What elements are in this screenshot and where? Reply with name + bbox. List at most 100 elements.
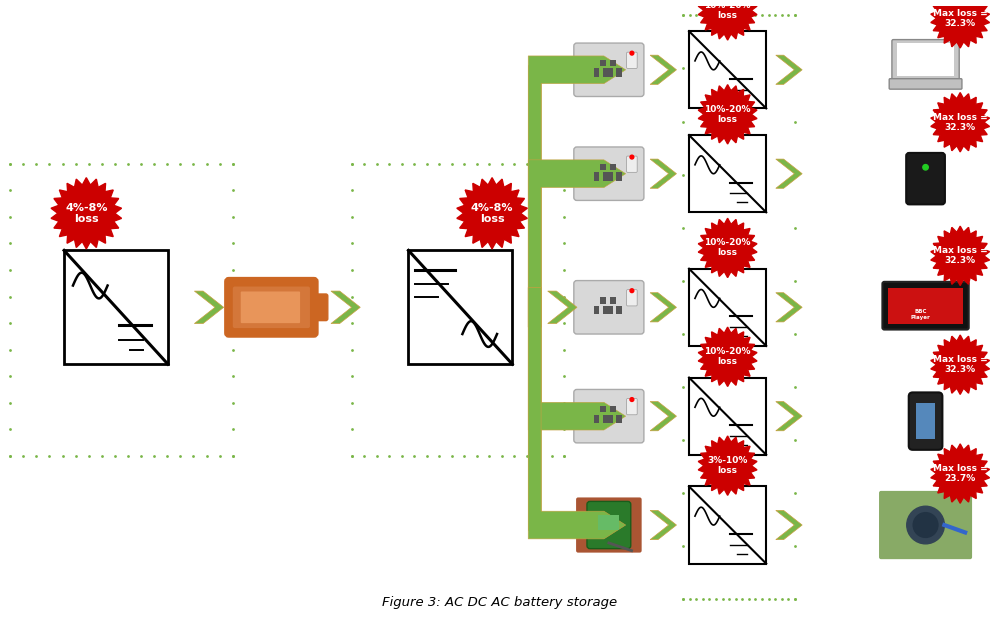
- Polygon shape: [51, 178, 122, 249]
- FancyBboxPatch shape: [889, 79, 962, 89]
- Point: [120, 451, 136, 461]
- Point: [519, 451, 535, 461]
- Point: [225, 291, 241, 301]
- Polygon shape: [931, 0, 990, 48]
- Bar: [616, 415, 622, 423]
- Point: [506, 159, 522, 169]
- Point: [556, 159, 572, 169]
- Point: [675, 435, 691, 445]
- Point: [344, 318, 360, 328]
- Point: [406, 159, 422, 169]
- Point: [715, 594, 731, 604]
- Point: [2, 451, 18, 461]
- Polygon shape: [931, 92, 990, 152]
- Bar: [600, 406, 606, 412]
- FancyBboxPatch shape: [576, 497, 642, 553]
- Point: [344, 451, 360, 461]
- Point: [344, 424, 360, 434]
- Polygon shape: [194, 291, 224, 323]
- Bar: [603, 415, 609, 423]
- Bar: [594, 415, 599, 423]
- Point: [344, 238, 360, 248]
- Point: [344, 159, 360, 169]
- Point: [225, 185, 241, 195]
- Circle shape: [630, 51, 634, 55]
- Point: [120, 159, 136, 169]
- Point: [481, 451, 497, 461]
- Point: [787, 64, 803, 74]
- Point: [556, 424, 572, 434]
- FancyBboxPatch shape: [574, 281, 644, 334]
- Point: [556, 451, 572, 461]
- Polygon shape: [698, 218, 757, 278]
- Point: [419, 159, 435, 169]
- Polygon shape: [528, 288, 626, 430]
- Bar: [610, 163, 616, 170]
- FancyBboxPatch shape: [627, 290, 637, 306]
- Point: [787, 435, 803, 445]
- Text: 4%-8%
loss: 4%-8% loss: [65, 203, 108, 224]
- Polygon shape: [776, 293, 802, 322]
- Bar: [408, 250, 512, 364]
- Point: [344, 397, 360, 407]
- FancyBboxPatch shape: [882, 282, 969, 329]
- Text: Max loss =
32.3%: Max loss = 32.3%: [933, 355, 988, 374]
- Bar: [607, 69, 613, 77]
- Point: [481, 159, 497, 169]
- Point: [344, 159, 360, 169]
- Point: [344, 185, 360, 195]
- Point: [94, 159, 110, 169]
- Text: 3%-10%
loss: 3%-10% loss: [707, 456, 748, 475]
- Point: [2, 238, 18, 248]
- Point: [344, 344, 360, 354]
- Text: 10%-20%
loss: 10%-20% loss: [704, 1, 751, 20]
- Polygon shape: [650, 510, 676, 540]
- Bar: [897, 43, 954, 76]
- Point: [728, 11, 744, 21]
- Point: [675, 64, 691, 74]
- Bar: [594, 69, 599, 77]
- Point: [94, 451, 110, 461]
- Point: [199, 451, 215, 461]
- Point: [787, 170, 803, 180]
- Circle shape: [630, 155, 634, 159]
- Point: [695, 594, 711, 604]
- Point: [469, 159, 485, 169]
- Point: [225, 212, 241, 222]
- Bar: [689, 378, 766, 455]
- Point: [531, 159, 547, 169]
- Point: [708, 594, 724, 604]
- Point: [212, 451, 228, 461]
- Point: [675, 594, 691, 604]
- Point: [774, 11, 790, 21]
- Bar: [607, 172, 613, 181]
- Point: [519, 159, 535, 169]
- Point: [506, 451, 522, 461]
- Bar: [600, 163, 606, 170]
- Point: [556, 265, 572, 275]
- Text: Max loss =
32.3%: Max loss = 32.3%: [933, 113, 988, 132]
- Point: [344, 451, 360, 461]
- FancyBboxPatch shape: [879, 491, 972, 559]
- Bar: [600, 60, 606, 66]
- Point: [556, 344, 572, 354]
- Point: [225, 451, 241, 461]
- Point: [556, 371, 572, 381]
- Point: [81, 451, 97, 461]
- Point: [556, 318, 572, 328]
- Text: Max loss =
23.7%: Max loss = 23.7%: [933, 464, 988, 483]
- Point: [544, 451, 560, 461]
- Point: [225, 397, 241, 407]
- Polygon shape: [650, 293, 676, 322]
- Point: [675, 382, 691, 392]
- Point: [556, 159, 572, 169]
- Point: [767, 594, 783, 604]
- Point: [212, 159, 228, 169]
- Point: [675, 170, 691, 180]
- Point: [787, 276, 803, 286]
- Point: [133, 451, 149, 461]
- FancyBboxPatch shape: [233, 286, 310, 328]
- Point: [172, 451, 188, 461]
- Point: [2, 265, 18, 275]
- Point: [734, 11, 750, 21]
